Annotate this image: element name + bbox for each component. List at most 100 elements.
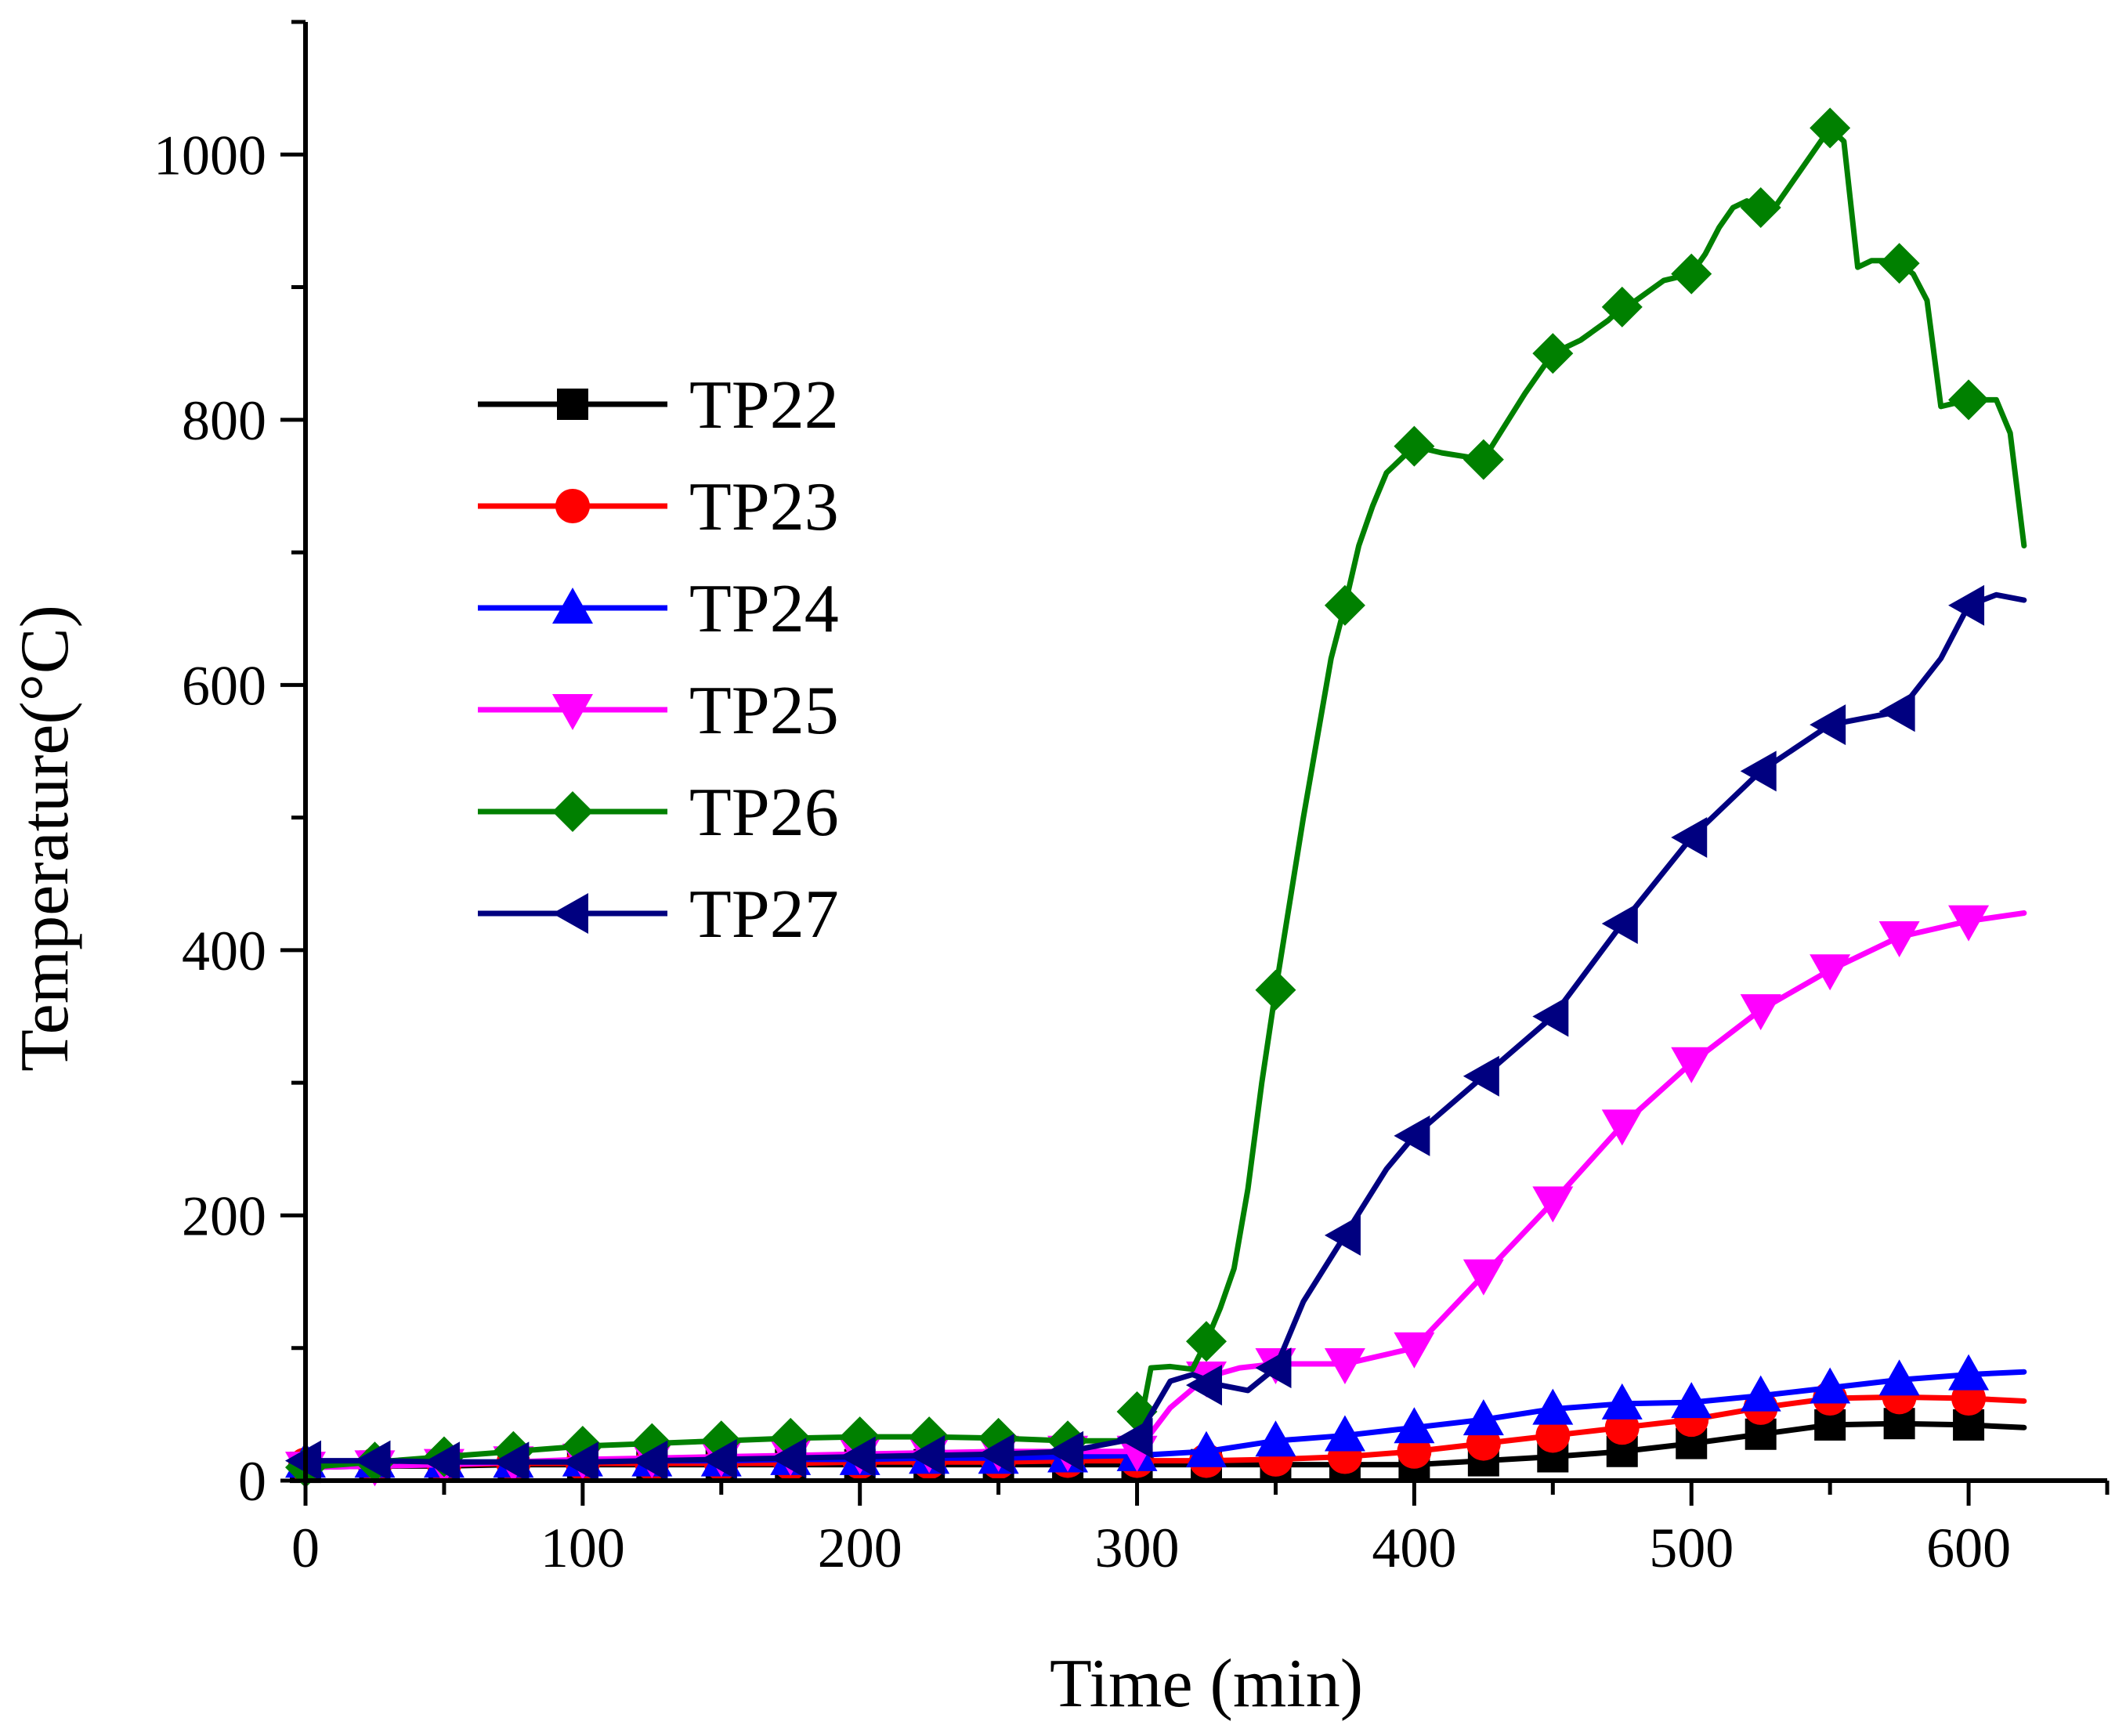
series-line-tp26 bbox=[302, 125, 2027, 1470]
data-point-tp27-23 bbox=[1878, 691, 1915, 732]
data-point-tp27-19 bbox=[1601, 903, 1638, 945]
y-tick-label: 0 bbox=[238, 1450, 266, 1513]
series-layer bbox=[285, 107, 2027, 1488]
data-point-tp25-17 bbox=[1463, 1259, 1504, 1296]
data-point-tp27-6 bbox=[700, 1438, 737, 1480]
data-point-tp27-9 bbox=[909, 1434, 945, 1476]
data-point-tp24-23 bbox=[1878, 1359, 1920, 1396]
y-tick-label: 400 bbox=[182, 920, 266, 982]
data-point-tp26-14 bbox=[1255, 969, 1296, 1011]
data-point-tp25-24 bbox=[1948, 905, 1990, 942]
x-tick-label: 0 bbox=[291, 1517, 320, 1579]
legend-entry-tp26: TP26 bbox=[478, 775, 839, 851]
data-point-tp25-15 bbox=[1324, 1348, 1365, 1385]
data-point-tp25-20 bbox=[1671, 1047, 1712, 1083]
x-axis-title: Time (min) bbox=[1050, 1646, 1363, 1722]
data-point-tp25-21 bbox=[1740, 994, 1781, 1031]
data-point-tp27-18 bbox=[1532, 996, 1569, 1037]
data-point-tp24-16 bbox=[1394, 1407, 1435, 1444]
data-point-tp27-22 bbox=[1810, 704, 1846, 746]
data-point-tp24-13 bbox=[1186, 1430, 1227, 1467]
data-point-tp27-5 bbox=[631, 1440, 668, 1481]
data-point-tp26-18 bbox=[1532, 333, 1574, 374]
data-point-tp27-10 bbox=[978, 1434, 1014, 1475]
series-tp24 bbox=[285, 1354, 2027, 1478]
legend-marker bbox=[557, 389, 588, 420]
legend-marker bbox=[552, 694, 593, 730]
data-point-tp27-2 bbox=[423, 1441, 460, 1483]
data-point-tp24-22 bbox=[1810, 1367, 1851, 1404]
data-point-tp27-20 bbox=[1671, 817, 1708, 859]
data-point-tp24-24 bbox=[1948, 1354, 1990, 1391]
y-axis-title: Temperature(°C) bbox=[7, 605, 83, 1072]
data-point-tp25-18 bbox=[1532, 1186, 1574, 1223]
data-point-tp27-12 bbox=[1116, 1417, 1153, 1459]
data-point-tp27-8 bbox=[839, 1436, 876, 1477]
x-tick-label: 500 bbox=[1649, 1517, 1734, 1579]
data-point-tp26-21 bbox=[1740, 186, 1781, 228]
data-point-tp24-21 bbox=[1740, 1375, 1781, 1412]
series-tp27 bbox=[285, 584, 2027, 1483]
data-point-tp26-22 bbox=[1810, 107, 1851, 149]
data-point-tp26-16 bbox=[1394, 425, 1435, 467]
legend-marker bbox=[555, 489, 590, 523]
data-point-tp27-16 bbox=[1394, 1115, 1430, 1156]
x-tick-label: 400 bbox=[1372, 1517, 1456, 1579]
data-point-tp25-16 bbox=[1394, 1332, 1435, 1369]
data-point-tp27-11 bbox=[1047, 1430, 1084, 1472]
data-point-tp26-15 bbox=[1324, 584, 1365, 626]
y-tick-label: 200 bbox=[182, 1184, 266, 1247]
legend-label: TP26 bbox=[689, 775, 839, 851]
legend-entry-tp25: TP25 bbox=[478, 673, 839, 749]
data-point-tp27-13 bbox=[1186, 1365, 1222, 1406]
data-point-tp26-24 bbox=[1948, 379, 1990, 421]
data-point-tp24-18 bbox=[1532, 1388, 1574, 1425]
data-point-tp27-4 bbox=[562, 1441, 598, 1483]
data-point-tp24-17 bbox=[1463, 1399, 1504, 1436]
legend-entry-tp27: TP27 bbox=[478, 877, 839, 953]
legend-label: TP27 bbox=[689, 877, 839, 953]
ticks-layer: 0 100 200 300 400 500 600 0 200 400 600 800 1000 bbox=[154, 20, 2110, 1579]
data-point-tp24-14 bbox=[1255, 1420, 1296, 1457]
data-point-tp27-15 bbox=[1324, 1214, 1361, 1256]
legend-marker bbox=[552, 588, 593, 624]
y-tick-label: 800 bbox=[182, 389, 266, 452]
x-tick-label: 200 bbox=[818, 1517, 902, 1579]
legend-label: TP24 bbox=[689, 571, 839, 647]
y-tick-label: 1000 bbox=[154, 124, 266, 186]
data-point-tp26-17 bbox=[1463, 439, 1504, 480]
data-point-tp25-23 bbox=[1878, 920, 1920, 957]
axes-layer bbox=[303, 22, 2107, 1483]
data-point-tp26-20 bbox=[1671, 253, 1712, 295]
data-point-tp24-20 bbox=[1671, 1382, 1712, 1419]
data-point-tp27-14 bbox=[1255, 1347, 1292, 1389]
legend-label: TP25 bbox=[689, 673, 839, 749]
legend: TP22 TP23 TP24 TP25 TP26 TP27 bbox=[478, 367, 839, 953]
data-point-tp23-18 bbox=[1535, 1418, 1571, 1453]
legend-entry-tp24: TP24 bbox=[478, 571, 839, 647]
data-point-tp27-21 bbox=[1740, 750, 1777, 792]
data-point-tp24-15 bbox=[1324, 1415, 1365, 1452]
legend-marker bbox=[552, 791, 593, 832]
data-point-tp24-19 bbox=[1601, 1383, 1643, 1420]
data-point-tp25-19 bbox=[1601, 1109, 1643, 1146]
series-line-tp27 bbox=[302, 591, 2027, 1465]
data-point-tp27-3 bbox=[493, 1441, 530, 1483]
data-point-tp26-23 bbox=[1878, 243, 1920, 284]
legend-label: TP22 bbox=[689, 367, 839, 443]
legend-label: TP23 bbox=[689, 469, 839, 545]
data-point-tp26-13 bbox=[1186, 1321, 1227, 1362]
data-point-tp25-22 bbox=[1810, 954, 1851, 991]
data-point-tp26-19 bbox=[1601, 286, 1643, 327]
legend-entry-tp23: TP23 bbox=[478, 469, 839, 545]
x-tick-label: 300 bbox=[1095, 1517, 1180, 1579]
legend-entry-tp22: TP22 bbox=[478, 367, 839, 443]
legend-marker bbox=[552, 893, 588, 934]
series-tp26 bbox=[285, 107, 2027, 1488]
x-tick-label: 100 bbox=[541, 1517, 625, 1579]
data-point-tp27-17 bbox=[1463, 1055, 1499, 1097]
data-point-tp27-7 bbox=[770, 1438, 807, 1479]
data-point-tp27-24 bbox=[1948, 584, 1985, 626]
x-tick-label: 600 bbox=[1926, 1517, 2011, 1579]
